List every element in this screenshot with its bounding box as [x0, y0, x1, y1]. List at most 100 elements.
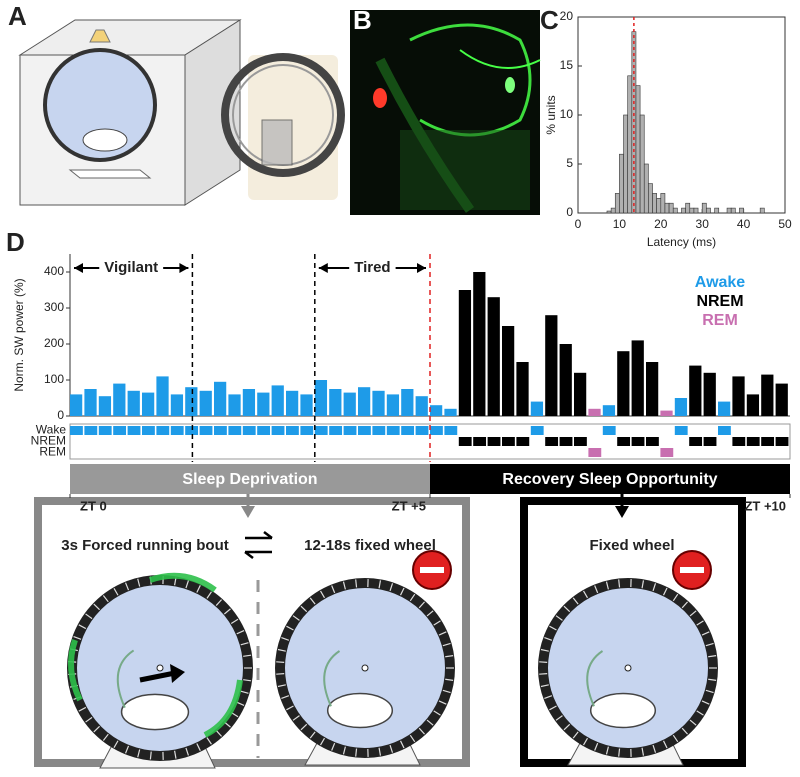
y-tick-label: 200 — [44, 336, 64, 350]
hypnogram-segment — [142, 426, 155, 435]
wheel-rung — [236, 701, 245, 706]
wheel-rung — [605, 746, 609, 755]
wheel-rung — [433, 620, 441, 626]
bar — [530, 401, 544, 416]
wheel-rung — [681, 727, 688, 735]
wheel-rung — [342, 581, 346, 590]
wheel-rung — [540, 684, 549, 688]
legend-entry: REM — [702, 312, 738, 329]
wheel-rung — [196, 585, 201, 593]
histogram-bar — [726, 207, 732, 214]
bar — [430, 405, 443, 416]
bar — [444, 408, 457, 416]
mouse-tail — [323, 650, 341, 707]
wheel-rung — [215, 599, 223, 606]
wheel-rung — [662, 740, 668, 749]
bar — [775, 383, 788, 416]
hypnogram-segment — [401, 426, 415, 435]
hypnogram-segment — [372, 426, 386, 435]
wheel-rung — [433, 710, 441, 716]
bar — [674, 398, 688, 416]
wheel-rung — [93, 725, 100, 733]
annotation-label: Vigilant — [104, 259, 158, 276]
histogram-bar — [648, 183, 653, 214]
hypnogram-segment — [674, 426, 688, 435]
wheel-rung — [426, 719, 434, 726]
bar — [214, 381, 227, 416]
wheel-rung — [708, 655, 717, 658]
wheel-rung — [243, 654, 252, 657]
bar — [487, 297, 500, 416]
wheel-rung — [276, 673, 285, 675]
hypnogram-segment — [502, 437, 515, 446]
wheel-rung — [652, 583, 657, 592]
hypnogram-segment — [242, 426, 256, 435]
wheel-rung — [389, 583, 394, 592]
wheel-rung — [572, 597, 579, 605]
arrow-head — [318, 263, 328, 273]
hypnogram-segment — [646, 437, 659, 446]
x-tick-label: ZT 0 — [80, 498, 107, 513]
wheel-rung — [378, 747, 382, 756]
run-arrow — [139, 670, 176, 683]
wheel-rung — [582, 590, 589, 599]
bar — [574, 372, 587, 416]
hypnogram-segment — [286, 426, 299, 435]
histogram-bar — [714, 207, 720, 214]
hypnogram-frame — [69, 423, 791, 460]
wheel-rung — [378, 580, 382, 589]
x-tick-label: 50 — [778, 217, 792, 231]
hypnogram-segment — [746, 437, 760, 446]
wheel-rung — [555, 715, 563, 721]
hypnogram-segment — [199, 426, 213, 435]
hypnogram-segment — [703, 437, 717, 446]
wheel-rung — [277, 648, 286, 652]
hypnogram-segment — [329, 426, 343, 435]
histogram-bar — [689, 207, 695, 214]
hypnogram-segment — [84, 426, 98, 435]
hypnogram-segment — [156, 426, 170, 435]
histogram-bar — [639, 114, 645, 214]
hypnogram-segment — [257, 426, 271, 435]
wheel-rung — [286, 705, 294, 711]
bar — [761, 374, 774, 416]
wheel-axle — [156, 664, 164, 672]
hypnogram-segment — [602, 426, 616, 435]
hypnogram-segment — [358, 426, 371, 435]
hypnogram-segment — [775, 437, 789, 446]
condition-label: 12-18s fixed wheel — [304, 537, 436, 554]
wheel-rung — [701, 631, 710, 636]
wheel-rung — [582, 737, 589, 746]
bar — [271, 385, 284, 416]
wheel-rung — [185, 580, 190, 589]
wheel-rung — [215, 730, 223, 737]
hypnogram-segment — [314, 426, 328, 435]
y-tick-label: 20 — [560, 9, 574, 23]
hypnogram-label: REM — [39, 445, 66, 459]
legend-entry: NREM — [696, 293, 743, 310]
bar — [559, 344, 572, 416]
hypnogram-segment — [170, 426, 184, 435]
wheel-rung — [705, 642, 714, 647]
wheel-rung — [701, 700, 710, 705]
wheel-rung — [319, 590, 326, 599]
wheel-rung — [292, 615, 300, 621]
wheel-rung — [618, 748, 621, 757]
wheel-rung — [641, 580, 645, 589]
deprivation-box — [34, 497, 470, 767]
histogram-bar — [685, 202, 691, 214]
wheel-rung — [438, 700, 447, 705]
wheel-rung — [672, 593, 679, 602]
histogram-bar — [759, 207, 765, 214]
wheel-rung — [641, 747, 645, 756]
x-axis-label: Latency (ms) — [647, 235, 716, 249]
wheel-rung — [418, 601, 425, 609]
wheel-rung — [240, 690, 249, 694]
panel-label: D — [6, 227, 25, 257]
hypnogram-segment — [228, 426, 242, 435]
y-tick-label: 10 — [560, 107, 574, 121]
histogram-bar — [656, 198, 662, 214]
y-tick-label: 300 — [44, 300, 64, 314]
bar — [617, 351, 630, 416]
wheel-rung — [309, 597, 316, 605]
